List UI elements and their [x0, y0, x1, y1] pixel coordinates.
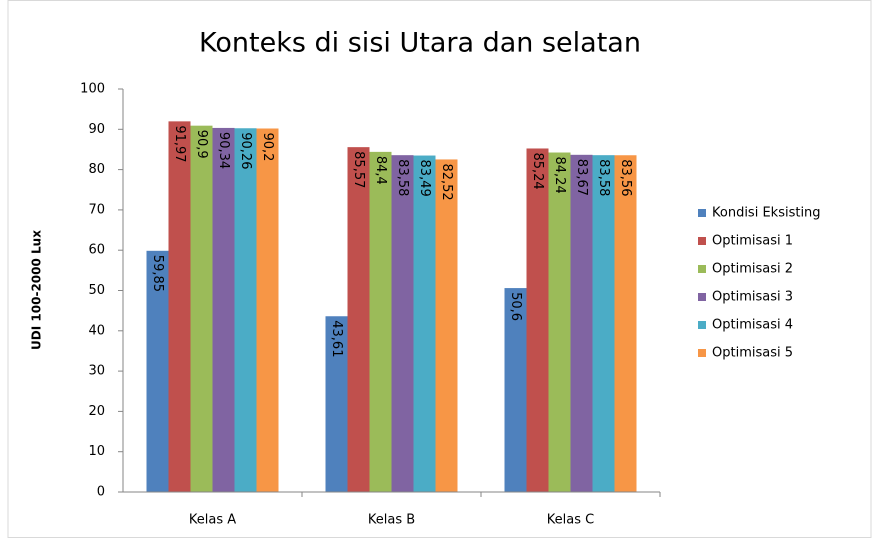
data-label: 83,58 — [596, 159, 611, 196]
data-label: 91,97 — [172, 125, 187, 162]
legend-label: Kondisi Eksisting — [712, 206, 821, 221]
data-label: 90,2 — [260, 132, 275, 161]
y-tick-label: 0 — [97, 485, 105, 500]
bar — [234, 128, 257, 492]
bar — [391, 155, 414, 492]
bar — [168, 121, 191, 492]
x-tick-label: Kelas A — [189, 513, 236, 528]
y-axis-title: UDI 100-2000 Lux — [30, 230, 44, 350]
data-label: 82,52 — [439, 163, 454, 200]
y-tick-label: 20 — [88, 404, 105, 419]
bar — [504, 288, 527, 492]
bar — [548, 152, 571, 492]
bar — [256, 128, 279, 492]
y-tick-label: 90 — [88, 122, 105, 137]
legend-swatch — [698, 265, 706, 273]
legend-label: Optimisasi 2 — [712, 262, 793, 277]
y-tick-label: 50 — [88, 283, 105, 298]
bar — [212, 127, 235, 492]
data-label: 84,24 — [552, 157, 567, 194]
legend-label: Optimisasi 1 — [712, 234, 793, 249]
legend-swatch — [698, 209, 706, 217]
data-label: 83,58 — [395, 159, 410, 196]
x-tick-label: Kelas B — [368, 513, 415, 528]
y-tick-label: 80 — [88, 162, 105, 177]
bar — [347, 147, 370, 492]
legend-label: Optimisasi 5 — [712, 346, 793, 361]
data-label: 85,57 — [351, 151, 366, 188]
bar — [146, 250, 169, 492]
y-tick-label: 10 — [88, 444, 105, 459]
data-label: 43,61 — [329, 320, 344, 357]
bar — [369, 151, 392, 493]
y-tick-label: 60 — [88, 243, 105, 258]
legend-swatch — [698, 349, 706, 357]
x-tick-label: Kelas C — [547, 513, 594, 528]
bar — [325, 316, 348, 492]
legend-swatch — [698, 293, 706, 301]
bar — [190, 125, 213, 492]
data-label: 83,49 — [417, 160, 432, 197]
legend-label: Optimisasi 4 — [712, 318, 793, 333]
y-tick-label: 100 — [80, 82, 105, 97]
y-tick-label: 40 — [88, 323, 105, 338]
data-label: 83,56 — [618, 159, 633, 196]
legend-swatch — [698, 237, 706, 245]
bar — [592, 155, 615, 492]
data-label: 85,24 — [530, 152, 545, 189]
data-label: 90,26 — [238, 132, 253, 169]
bar — [435, 159, 458, 492]
bar — [526, 148, 549, 493]
y-tick-label: 30 — [88, 364, 105, 379]
bar — [570, 154, 593, 492]
bar — [614, 155, 637, 492]
y-tick-label: 70 — [88, 202, 105, 217]
data-label: 83,67 — [574, 159, 589, 196]
data-label: 84,4 — [373, 156, 388, 185]
data-label: 59,85 — [150, 255, 165, 292]
legend-swatch — [698, 321, 706, 329]
data-label: 90,9 — [194, 130, 209, 159]
bar — [413, 155, 436, 493]
legend-label: Optimisasi 3 — [712, 290, 793, 305]
data-label: 90,34 — [216, 132, 231, 169]
data-label: 50,6 — [508, 292, 523, 321]
chart-title: Konteks di sisi Utara dan selatan — [199, 28, 641, 59]
